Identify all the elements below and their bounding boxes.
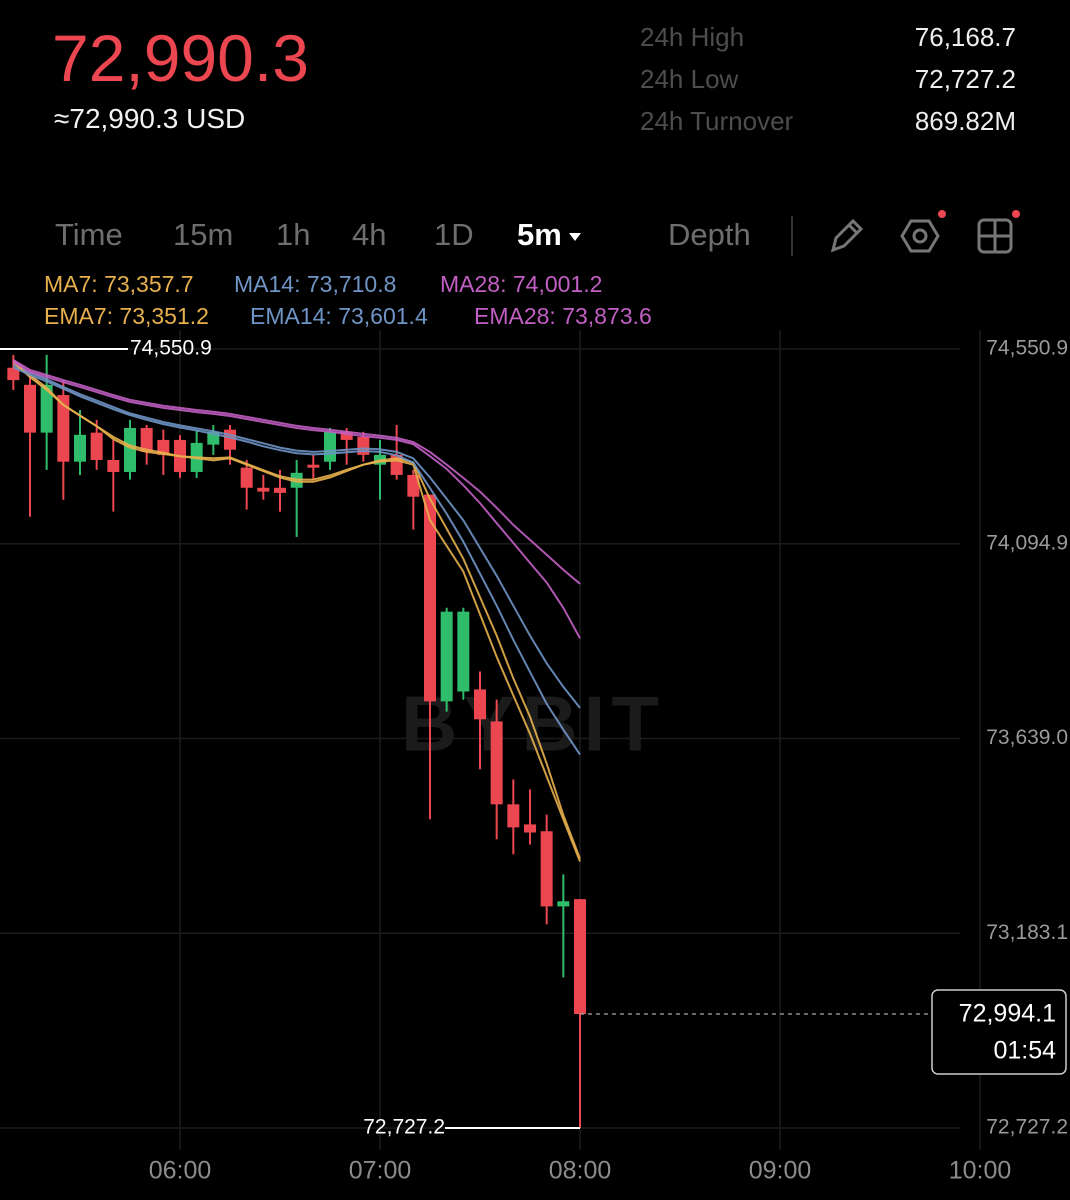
timeframe-tab[interactable]: 4h [352, 217, 387, 252]
layout-icon[interactable] [977, 218, 1013, 254]
candle-body [57, 395, 70, 462]
stat-value: 869.82M [914, 106, 1016, 136]
stat-value: 72,727.2 [914, 64, 1016, 94]
dropdown-arrow [568, 232, 581, 241]
legend-entry: EMA28: 73,873.6 [474, 303, 652, 329]
legend-entry: EMA7: 73,351.2 [44, 303, 209, 329]
indicator-icon[interactable] [900, 219, 940, 253]
stat-label: 24h High [640, 22, 745, 52]
timeframe-tab[interactable]: 1h [276, 217, 311, 252]
timeframe-tab[interactable]: 1D [434, 217, 474, 252]
candle-body [274, 487, 286, 493]
candle-body [457, 611, 470, 692]
ma-line [12, 359, 581, 860]
candle-body [524, 824, 536, 833]
notification-dot [1012, 210, 1020, 218]
candle-body [324, 431, 336, 462]
countdown: 01:54 [993, 1037, 1056, 1065]
y-tick-label: 73,183.1 [986, 921, 1068, 944]
x-tick-label: 08:00 [549, 1157, 612, 1185]
candle-body [140, 427, 153, 452]
candle-body [107, 459, 120, 472]
y-tick-label: 74,094.9 [986, 531, 1068, 554]
ma-line [12, 361, 581, 639]
last-price: 72,990.3 [52, 21, 309, 95]
toolbar-icons [791, 210, 1020, 256]
candle-body [257, 487, 270, 492]
candle-body [90, 432, 103, 460]
candle-body [7, 367, 20, 381]
price-usd: ≈72,990.3 USD [54, 103, 246, 134]
x-tick-label: 06:00 [149, 1157, 212, 1185]
candle-body [340, 431, 353, 440]
candle-body [40, 384, 53, 433]
candle-body [157, 439, 170, 455]
timeframe-tab[interactable]: Depth [668, 217, 751, 252]
x-tick-label: 10:00 [949, 1157, 1012, 1185]
timeframe-tab[interactable]: 15m [173, 217, 234, 252]
x-tick-label: 07:00 [349, 1157, 412, 1185]
candle-body [74, 434, 86, 462]
stat-label: 24h Low [640, 64, 739, 94]
candle-body [574, 899, 586, 1015]
legend-entry: EMA14: 73,601.4 [250, 303, 428, 329]
stat-label: 24h Turnover [640, 106, 794, 136]
timeframe-tab[interactable]: 5m [517, 217, 582, 253]
y-tick-label: 72,727.2 [986, 1116, 1068, 1139]
last-price-label: 72,994.1 [959, 1000, 1056, 1028]
candle-body [540, 831, 553, 907]
candle-body [24, 384, 36, 433]
ma-line [12, 366, 581, 756]
candle-body [240, 467, 253, 488]
candle-body [440, 611, 453, 702]
min-label: 72,727.2 [363, 1116, 445, 1139]
candle-body [124, 427, 136, 472]
candle-body [557, 901, 570, 907]
max-label: 74,550.9 [130, 337, 212, 360]
x-tick-label: 09:00 [749, 1157, 812, 1185]
candle-body [507, 804, 520, 828]
timeframe-tab[interactable]: Time [55, 217, 123, 252]
legend-entry: MA7: 73,357.7 [44, 271, 194, 297]
candle-body [224, 429, 236, 450]
candle-body [407, 474, 420, 497]
dropdown-arrow-shape [568, 232, 581, 241]
stat-value: 76,168.7 [914, 22, 1016, 52]
last-price-box [931, 989, 1067, 1075]
candle-body [307, 464, 320, 468]
candle-body [490, 721, 503, 805]
candle-body [474, 689, 486, 720]
legend-entry: MA28: 74,001.2 [440, 271, 602, 297]
y-tick-label: 74,550.9 [986, 337, 1068, 360]
notification-dot [938, 210, 946, 218]
candle-body [424, 494, 436, 702]
ma-line [12, 359, 581, 585]
y-tick-label: 73,639.0 [986, 726, 1068, 749]
legend-entry: MA14: 73,710.8 [234, 271, 396, 297]
draw-tool-icon[interactable] [830, 218, 864, 253]
ma-line [12, 361, 581, 862]
ma-line [12, 364, 581, 709]
